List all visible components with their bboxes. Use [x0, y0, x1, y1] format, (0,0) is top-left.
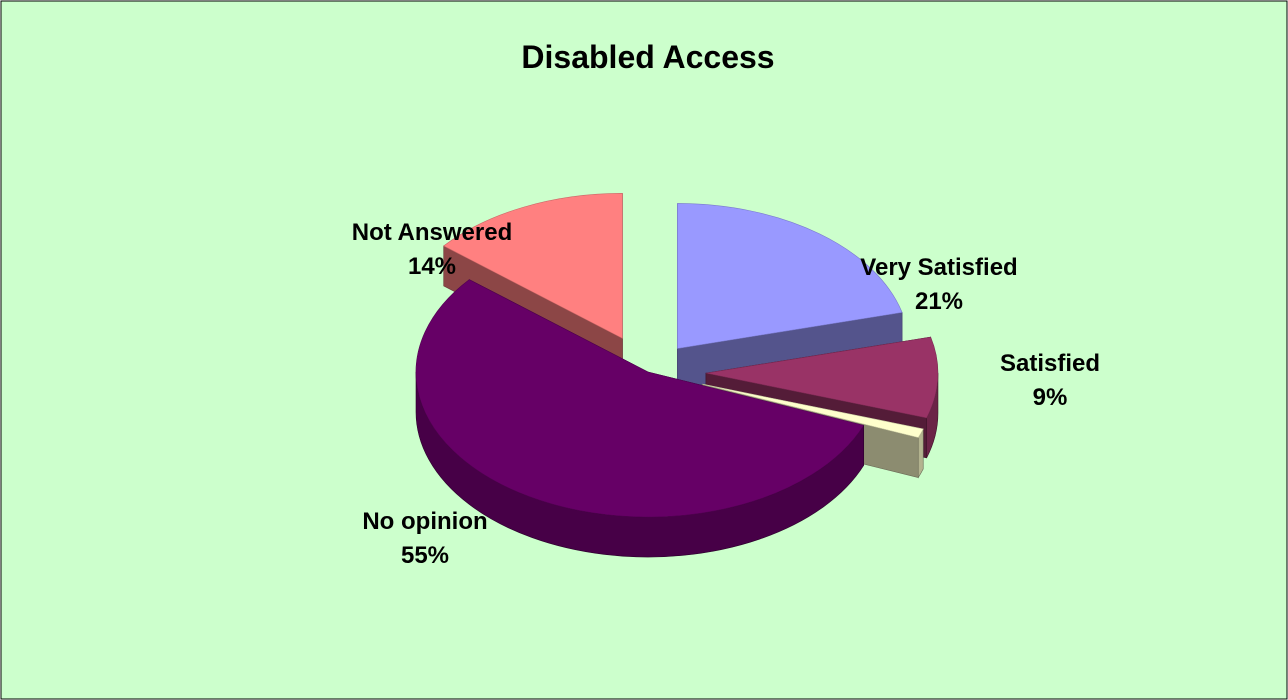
slice-label-not-answered: Not Answered [352, 219, 512, 246]
slice-percent-no-opinion: 55% [401, 542, 449, 569]
slice-percent-satisfied: 9% [1033, 384, 1068, 411]
slice-percent-not-answered: 14% [408, 253, 456, 280]
label-no-opinion: No opinion 55% [362, 508, 487, 569]
slice-no-opinion [415, 279, 865, 518]
label-not-answered: Not Answered 14% [352, 219, 512, 280]
slice-label-no-opinion: No opinion [362, 508, 487, 535]
slice-unlabeled-2 [702, 383, 924, 438]
chart-title: Disabled Access [521, 39, 774, 75]
slice-percent-very-satisfied: 21% [915, 288, 963, 315]
slice-not-answered [443, 193, 623, 339]
slice-label-satisfied: Satisfied [1000, 350, 1100, 377]
pie-group [415, 193, 939, 558]
label-very-satisfied: Very Satisfied 21% [860, 254, 1017, 315]
label-satisfied: Satisfied 9% [1000, 350, 1100, 411]
slice-satisfied [705, 336, 939, 419]
slice-label-very-satisfied: Very Satisfied [860, 254, 1017, 281]
slice-very-satisfied [677, 203, 903, 349]
